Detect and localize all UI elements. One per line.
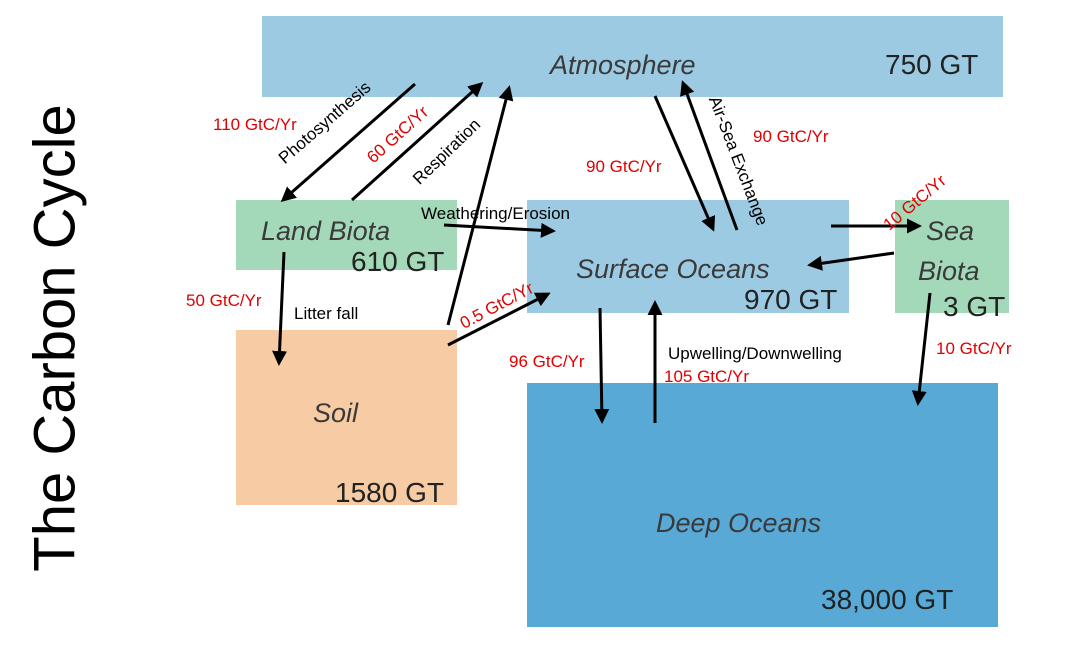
- sea-biota-deep-flux: 10 GtC/Yr: [936, 339, 1012, 358]
- surface-oceans-box: [527, 200, 849, 313]
- land-biota-amount: 610 GT: [351, 246, 445, 277]
- surface-oceans-amount: 970 GT: [744, 284, 838, 315]
- ocean-release-flux: 90 GtC/Yr: [753, 127, 829, 146]
- atmosphere-name: Atmosphere: [550, 50, 696, 80]
- sea-biota-release-arrow: [807, 251, 895, 271]
- photosynthesis-arrow: [280, 82, 416, 202]
- litter-fall-flux: 50 GtC/Yr: [186, 291, 262, 310]
- downwelling-flux: 96 GtC/Yr: [509, 352, 585, 371]
- deep-oceans-name: Deep Oceans: [656, 508, 822, 538]
- soil-respiration-arrow: [446, 85, 514, 326]
- upwelling-flux: 105 GtC/Yr: [664, 367, 750, 386]
- upwelling-label: Upwelling/Downwelling: [668, 344, 842, 363]
- litter-fall-label: Litter fall: [294, 304, 359, 323]
- soil-name: Soil: [313, 398, 359, 428]
- deep-oceans-amount: 38,000 GT: [821, 584, 954, 615]
- litter-fall-arrow: [272, 251, 288, 366]
- soil-amount: 1580 GT: [335, 477, 444, 508]
- soil-ocean-arrow: [447, 292, 551, 347]
- atmosphere-box: [262, 16, 1003, 97]
- respiration-arrow: [350, 81, 484, 202]
- sea-biota-deep-arrow: [911, 292, 932, 406]
- ocean-uptake-flux: 90 GtC/Yr: [586, 157, 662, 176]
- atmosphere-amount: 750 GT: [885, 49, 979, 80]
- ocean-uptake-arrow: [653, 95, 716, 232]
- land-biota-name: Land Biota: [261, 216, 391, 246]
- sea-biota-amount: 3 GT: [943, 291, 1006, 322]
- ocean-release-arrow: [680, 80, 739, 231]
- sea-biota-name: Sea: [926, 216, 975, 246]
- page-title: The Carbon Cycle: [22, 104, 88, 572]
- sea-biota-name-line2: Biota: [918, 256, 980, 286]
- downwelling-arrow: [594, 307, 610, 424]
- land-biota-box: [236, 200, 457, 270]
- weathering-label: Weathering/Erosion: [421, 204, 570, 223]
- photosynthesis-flux: 110 GtC/Yr: [213, 115, 297, 134]
- surface-oceans-name: Surface Oceans: [576, 254, 770, 284]
- weathering-arrow: [443, 222, 556, 238]
